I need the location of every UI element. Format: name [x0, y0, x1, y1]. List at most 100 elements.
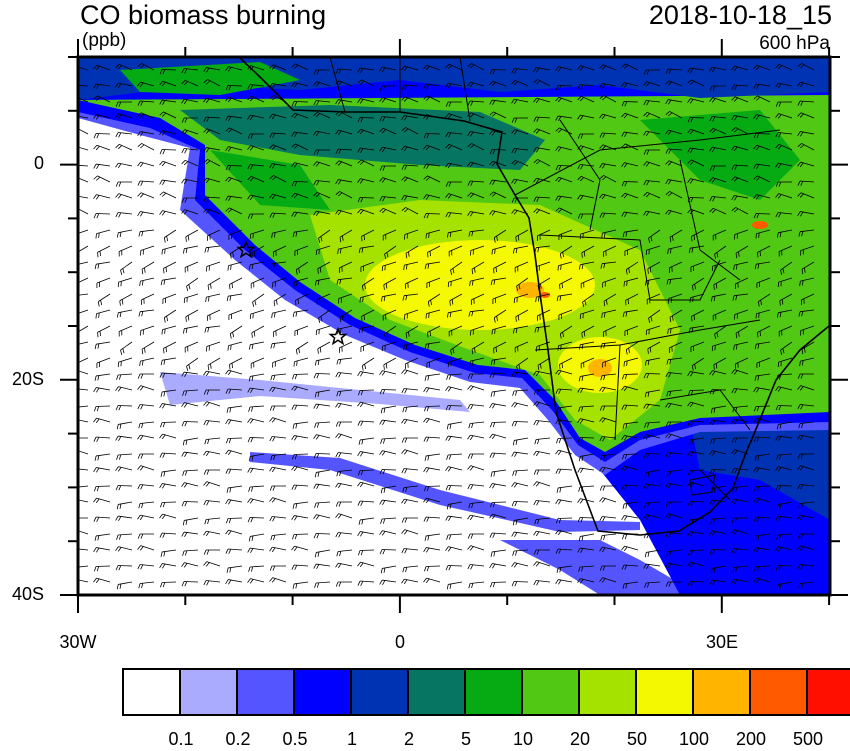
wind-barb — [78, 115, 89, 119]
wind-barb — [797, 404, 815, 410]
colorbar-label: 50 — [626, 729, 648, 749]
wind-barb — [160, 277, 177, 286]
wind-barb — [731, 84, 749, 90]
wind-barb — [203, 147, 221, 153]
wind-barb — [381, 261, 397, 272]
wind-barb — [381, 341, 397, 352]
wind-barb — [445, 82, 463, 89]
wind-barb — [577, 213, 594, 219]
wind-barb — [291, 515, 309, 521]
wind-barb — [467, 484, 485, 490]
wind-barb — [731, 578, 749, 585]
wind-barb — [225, 66, 243, 72]
wind-barb — [269, 193, 287, 200]
wind-barb — [159, 501, 177, 508]
wind-barb — [797, 514, 815, 521]
wind-barb — [139, 277, 155, 287]
wind-barb — [577, 467, 595, 473]
wind-barb — [161, 245, 177, 255]
wind-barb — [403, 261, 419, 271]
wind-barb — [511, 501, 529, 507]
wind-barb — [250, 277, 265, 289]
wind-barb — [493, 229, 507, 243]
wind-barb — [291, 131, 309, 137]
wind-barb — [580, 357, 595, 369]
wind-barb — [797, 192, 815, 199]
wind-barb — [490, 469, 507, 477]
wind-barb — [645, 245, 661, 256]
wind-barb — [358, 325, 375, 334]
wind-barb — [181, 178, 199, 185]
wind-barb — [95, 309, 111, 319]
wind-barb — [489, 149, 507, 155]
wind-barb — [643, 149, 660, 155]
wind-barb — [602, 245, 617, 257]
wind-barb — [445, 546, 463, 552]
wind-barb — [709, 146, 727, 153]
wind-barb — [269, 95, 287, 103]
wind-barb — [404, 229, 419, 240]
wind-barb — [159, 191, 177, 199]
wind-barb — [665, 80, 683, 87]
wind-barb — [489, 111, 507, 119]
wind-barb — [159, 433, 177, 440]
wind-barb — [78, 388, 89, 391]
wind-barb — [137, 434, 155, 441]
wind-barb — [754, 453, 771, 461]
wind-barb — [556, 485, 573, 493]
wind-barb — [621, 545, 639, 552]
wind-barb — [427, 245, 441, 258]
wind-barb — [181, 98, 199, 105]
wind-barb — [225, 468, 243, 474]
wind-barb — [115, 435, 133, 441]
wind-barb — [713, 357, 727, 370]
wind-barb — [621, 435, 639, 441]
wind-barb — [446, 581, 463, 590]
wind-barb — [78, 177, 89, 183]
wind-barb — [710, 565, 727, 574]
wind-barb — [93, 194, 111, 200]
wind-barb — [710, 485, 727, 494]
wind-barb — [666, 277, 683, 285]
wind-barb — [448, 325, 463, 337]
wind-barb — [335, 80, 353, 87]
wind-barb — [489, 372, 507, 378]
wind-barb — [247, 164, 265, 170]
wind-barb — [118, 325, 133, 337]
wind-barb — [181, 501, 199, 507]
wind-barb — [511, 178, 529, 185]
wind-barb — [292, 501, 309, 509]
wind-barb — [643, 403, 661, 409]
wind-barb — [203, 208, 221, 215]
wind-barb — [116, 373, 133, 380]
wind-barb — [226, 293, 243, 302]
wind-barb — [379, 146, 397, 153]
wind-barb — [512, 245, 529, 254]
wind-barb — [669, 229, 683, 243]
wind-barb — [93, 144, 111, 151]
wind-barb — [405, 325, 419, 339]
colorbar-swatch — [181, 670, 238, 714]
wind-barb — [423, 175, 441, 183]
wind-barb — [185, 309, 199, 322]
wind-barb — [467, 131, 485, 137]
wind-barb — [313, 161, 331, 167]
wind-barb — [225, 517, 243, 524]
wind-barb — [291, 143, 309, 151]
wind-barb — [600, 533, 617, 541]
wind-barb — [776, 309, 793, 318]
wind-barb — [225, 499, 243, 505]
wind-barb — [159, 372, 177, 378]
wind-barb — [644, 469, 661, 478]
wind-barb — [203, 159, 221, 167]
wind-barb — [797, 533, 814, 539]
wind-barb — [116, 453, 133, 460]
wind-barb — [512, 437, 529, 446]
wind-barb — [315, 245, 331, 256]
wind-barb — [691, 309, 705, 322]
wind-barb — [335, 148, 353, 154]
wind-barb — [445, 435, 463, 441]
wind-barb — [423, 417, 441, 424]
wind-barb — [313, 100, 331, 106]
wind-barb — [800, 325, 815, 336]
